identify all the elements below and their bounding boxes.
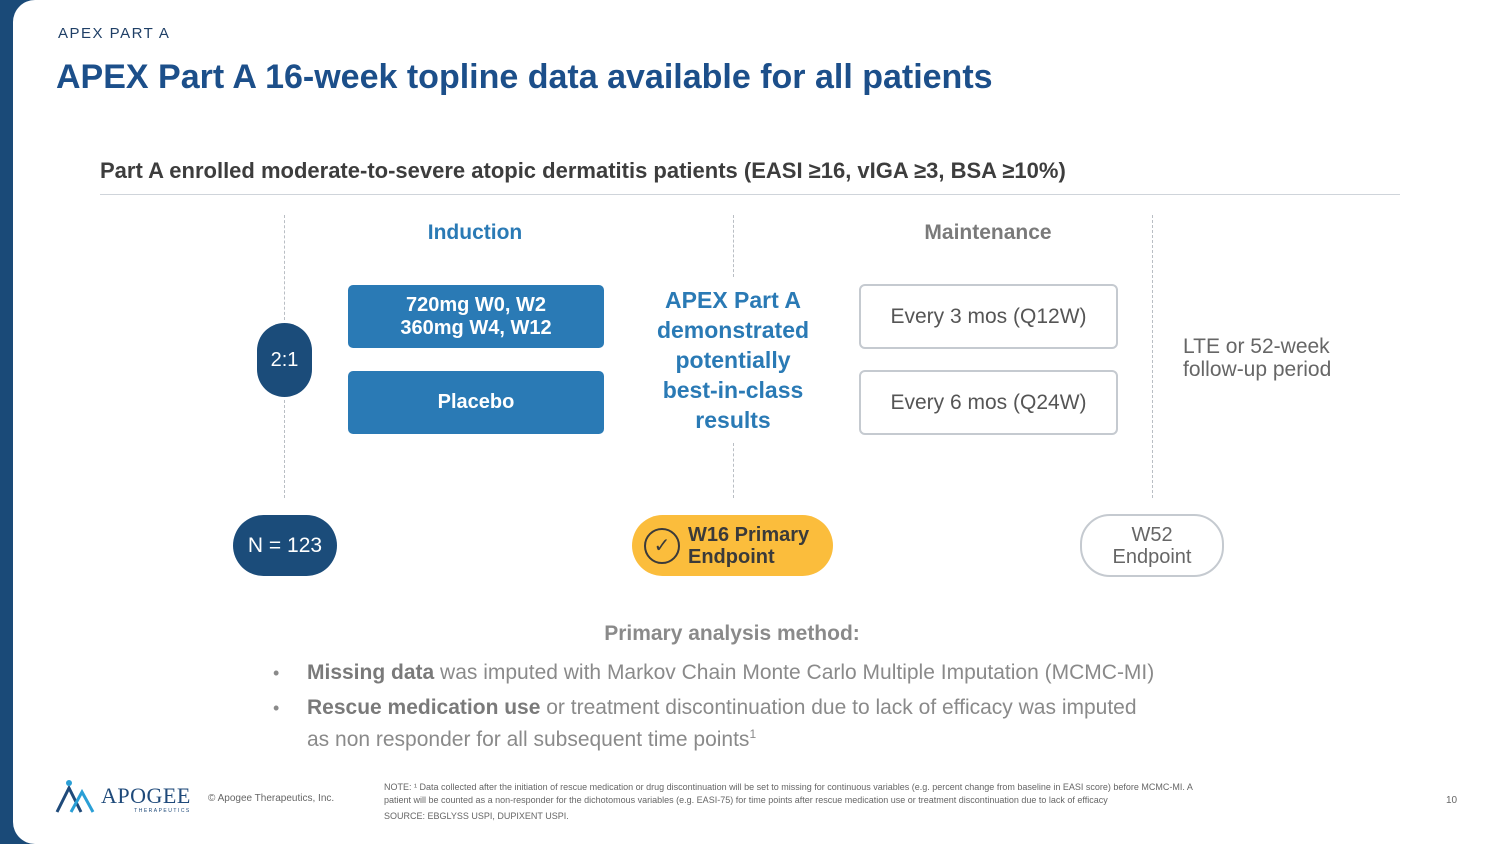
bullet-bold: Missing data (307, 661, 435, 684)
logo-wordmark: APOGEE (101, 783, 191, 808)
bullet-text-continued: as non responder for all subsequent time… (307, 728, 750, 751)
lte-followup-label: LTE or 52-week follow-up period (1183, 335, 1331, 381)
maintenance-heading: Maintenance (924, 221, 1052, 244)
lte-line-1: LTE or 52-week (1183, 335, 1330, 358)
w16-line-2: Endpoint (688, 545, 775, 568)
logo-mark-icon (55, 780, 95, 813)
bullet-bold: Rescue medication use (307, 696, 541, 719)
callout-line: potentially (675, 347, 791, 373)
callout-line: APEX Part A (665, 287, 801, 313)
guide-line-center-top (733, 215, 734, 277)
source-citation: SOURCE: EBGLYSS USPI, DUPIXENT USPI. (384, 811, 569, 821)
apogee-logo: APOGEE THERAPEUTICS (55, 778, 191, 814)
footnote-line-1: NOTE: ¹ Data collected after the initiat… (384, 782, 1193, 792)
w52-endpoint-pill: W52 Endpoint (1080, 514, 1224, 577)
bullet-dot: • (273, 698, 280, 718)
placebo-arm: Placebo (348, 371, 604, 434)
divider (100, 194, 1400, 195)
copyright: © Apogee Therapeutics, Inc. (208, 793, 335, 804)
logo-subtitle: THERAPEUTICS (134, 808, 191, 814)
bullet-text: was imputed with Markov Chain Monte Carl… (434, 661, 1155, 684)
analysis-heading: Primary analysis method: (604, 622, 860, 645)
sample-size-pill: N = 123 (233, 515, 337, 576)
induction-dose-arm: 720mg W0, W2 360mg W4, W12 (348, 285, 604, 348)
induction-dose-line-1: 720mg W0, W2 (405, 293, 547, 316)
footnote-marker: 1 (749, 727, 757, 741)
bullet-dot: • (273, 663, 280, 683)
maintenance-q24w-arm: Every 6 mos (Q24W) (859, 370, 1118, 435)
guide-line-left-top (284, 215, 285, 320)
slide: APEX PART A APEX Part A 16-week topline … (13, 0, 1500, 844)
page-number: 10 (1446, 795, 1458, 806)
guide-line-left-bottom (284, 400, 285, 498)
lte-line-2: follow-up period (1183, 358, 1332, 381)
enrollment-subtitle: Part A enrolled moderate-to-severe atopi… (100, 158, 1066, 183)
bullet-text: or treatment discontinuation due to lack… (540, 696, 1137, 719)
page-title: APEX Part A 16-week topline data availab… (56, 58, 993, 96)
section-kicker: APEX PART A (58, 25, 171, 42)
callout-line: results (695, 407, 771, 433)
induction-dose-line-2: 360mg W4, W12 (400, 316, 552, 339)
w52-line-1: W52 (1131, 523, 1173, 546)
induction-heading: Induction (427, 221, 523, 244)
footnote-line-2: patient will be counted as a non-respond… (384, 795, 1108, 805)
w16-line-1: W16 Primary (688, 523, 810, 546)
guide-line-right (1152, 215, 1153, 498)
footnote: NOTE: ¹ Data collected after the initiat… (384, 781, 1384, 807)
callout-line: best-in-class (662, 377, 804, 403)
results-callout: APEX Part A demonstrated potentially bes… (633, 285, 833, 435)
w16-primary-endpoint-pill: ✓ W16 Primary Endpoint (632, 515, 833, 576)
randomization-ratio-badge: 2:1 (257, 323, 312, 397)
maintenance-q12w-arm: Every 3 mos (Q12W) (859, 284, 1118, 349)
callout-line: demonstrated (656, 317, 810, 343)
guide-line-center-bottom (733, 443, 734, 498)
checkmark-icon: ✓ (644, 527, 680, 564)
w52-line-2: Endpoint (1112, 545, 1192, 568)
